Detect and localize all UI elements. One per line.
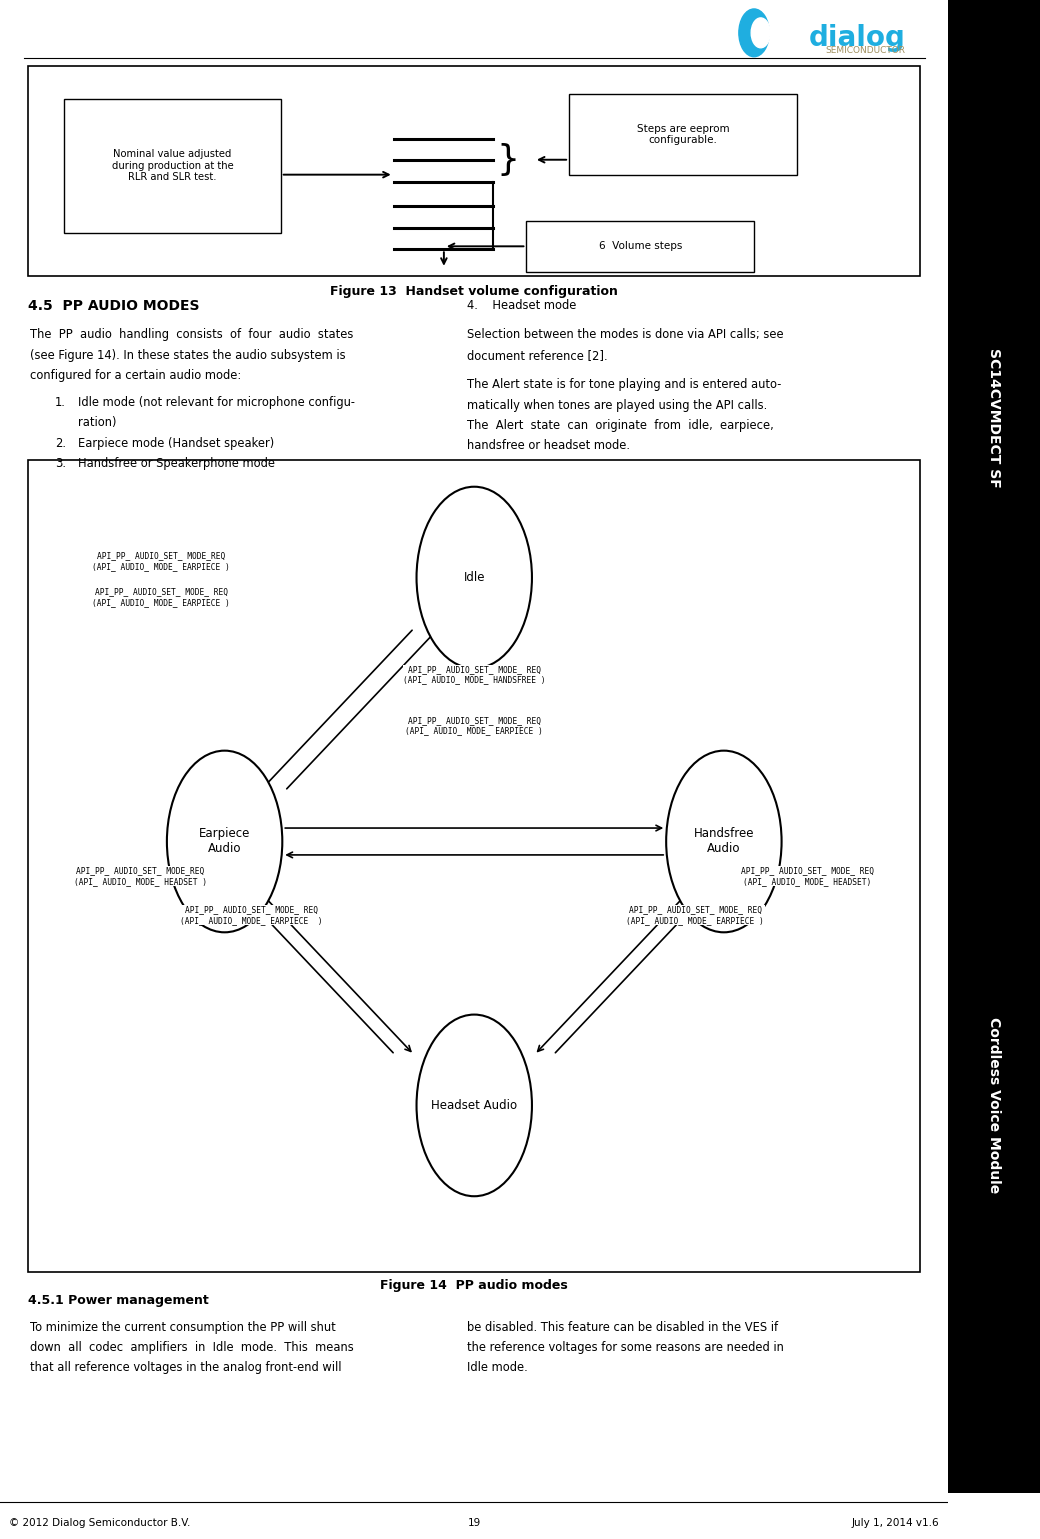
Text: down  all  codec  amplifiers  in  Idle  mode.  This  means: down all codec amplifiers in Idle mode. …: [30, 1342, 354, 1354]
Text: 4.5  PP AUDIO MODES: 4.5 PP AUDIO MODES: [28, 299, 200, 312]
Text: API_PP_ AUDIO_SET_ MODE_ REQ
(API_ AUDIO_ MODE_ EARPIECE ): API_PP_ AUDIO_SET_ MODE_ REQ (API_ AUDIO…: [406, 716, 543, 736]
Text: © 2012 Dialog Semiconductor B.V.: © 2012 Dialog Semiconductor B.V.: [9, 1517, 191, 1528]
Text: API_PP_ AUDIO_SET_ MODE_REQ
(API_ AUDIO_ MODE_ EARPIECE ): API_PP_ AUDIO_SET_ MODE_REQ (API_ AUDIO_…: [93, 551, 230, 571]
Text: Nominal value adjusted
during production at the
RLR and SLR test.: Nominal value adjusted during production…: [111, 149, 234, 182]
Text: 19: 19: [468, 1517, 480, 1528]
Text: SEMICONDUCTOR: SEMICONDUCTOR: [826, 46, 906, 55]
Text: 4.5.1 Power management: 4.5.1 Power management: [28, 1294, 209, 1307]
Text: Figure 14  PP audio modes: Figure 14 PP audio modes: [381, 1279, 568, 1293]
Text: Figure 13  Handset volume configuration: Figure 13 Handset volume configuration: [331, 285, 618, 299]
Text: 2.: 2.: [55, 437, 66, 449]
Text: dialog: dialog: [809, 25, 906, 52]
Text: }: }: [496, 143, 519, 177]
Text: Idle: Idle: [464, 571, 485, 583]
Text: 6  Volume steps: 6 Volume steps: [599, 242, 682, 251]
Text: The  Alert  state  can  originate  from  idle,  earpiece,: The Alert state can originate from idle,…: [467, 419, 774, 432]
Text: Earpiece
Audio: Earpiece Audio: [199, 828, 251, 856]
Circle shape: [417, 1014, 531, 1196]
Circle shape: [166, 751, 282, 933]
Text: Headset Audio: Headset Audio: [432, 1099, 517, 1111]
Text: Steps are eeprom
configurable.: Steps are eeprom configurable.: [636, 123, 729, 145]
Text: The Alert state is for tone playing and is entered auto-: The Alert state is for tone playing and …: [467, 379, 781, 391]
Text: the reference voltages for some reasons are needed in: the reference voltages for some reasons …: [467, 1342, 783, 1354]
Text: Cordless Voice Module: Cordless Voice Module: [987, 1017, 1002, 1193]
Text: API_PP_ AUDIO_SET_ MODE_ REQ
(API_ AUDIO_ MODE_ EARPIECE  ): API_PP_ AUDIO_SET_ MODE_ REQ (API_ AUDIO…: [180, 905, 322, 925]
Text: 4.    Headset mode: 4. Headset mode: [467, 299, 576, 311]
Text: July 1, 2014 v1.6: July 1, 2014 v1.6: [852, 1517, 939, 1528]
Text: SC14CVMDECT SF: SC14CVMDECT SF: [987, 348, 1002, 488]
Bar: [28, 66, 920, 275]
Text: ration): ration): [78, 417, 116, 429]
Circle shape: [667, 751, 782, 933]
Text: API_PP_ AUDIO_SET_ MODE_ REQ
(API_ AUDIO_ MODE_ EARPIECE ): API_PP_ AUDIO_SET_ MODE_ REQ (API_ AUDIO…: [626, 905, 764, 925]
Text: configured for a certain audio mode:: configured for a certain audio mode:: [30, 369, 241, 382]
Text: Handsfree
Audio: Handsfree Audio: [694, 828, 754, 856]
Bar: [64, 98, 281, 232]
Bar: [28, 460, 920, 1271]
Text: document reference [2].: document reference [2].: [467, 348, 607, 362]
Text: The  PP  audio  handling  consists  of  four  audio  states: The PP audio handling consists of four a…: [30, 328, 354, 342]
Bar: [526, 222, 754, 272]
Text: 1.: 1.: [55, 397, 66, 409]
Text: Idle mode.: Idle mode.: [467, 1362, 527, 1374]
Text: Earpiece mode (Handset speaker): Earpiece mode (Handset speaker): [78, 437, 274, 449]
Text: To minimize the current consumption the PP will shut: To minimize the current consumption the …: [30, 1320, 336, 1334]
Text: that all reference voltages in the analog front-end will: that all reference voltages in the analo…: [30, 1362, 342, 1374]
Text: Selection between the modes is done via API calls; see: Selection between the modes is done via …: [467, 328, 783, 342]
Circle shape: [751, 18, 771, 48]
Circle shape: [417, 486, 531, 668]
Text: handsfree or headset mode.: handsfree or headset mode.: [467, 439, 629, 452]
Circle shape: [738, 9, 770, 57]
Text: API_PP_ AUDIO_SET_ MODE_REQ
(API_ AUDIO_ MODE_ HEADSET ): API_PP_ AUDIO_SET_ MODE_REQ (API_ AUDIO_…: [74, 866, 207, 886]
Text: API_PP_ AUDIO_SET_ MODE_ REQ
(API_ AUDIO_ MODE_ HANDSFREE ): API_PP_ AUDIO_SET_ MODE_ REQ (API_ AUDIO…: [402, 665, 546, 685]
Text: matically when tones are played using the API calls.: matically when tones are played using th…: [467, 399, 766, 411]
Text: be disabled. This feature can be disabled in the VES if: be disabled. This feature can be disable…: [467, 1320, 778, 1334]
Text: API_PP_ AUDIO_SET_ MODE_ REQ
(API_ AUDIO_ MODE_ HEADSET): API_PP_ AUDIO_SET_ MODE_ REQ (API_ AUDIO…: [740, 866, 874, 886]
Text: Handsfree or Speakerphone mode: Handsfree or Speakerphone mode: [78, 457, 275, 469]
Text: Idle mode (not relevant for microphone configu-: Idle mode (not relevant for microphone c…: [78, 397, 355, 409]
Text: API_PP_ AUDIO_SET_ MODE_ REQ
(API_ AUDIO_ MODE_ EARPIECE ): API_PP_ AUDIO_SET_ MODE_ REQ (API_ AUDIO…: [93, 588, 230, 606]
Text: (see Figure 14). In these states the audio subsystem is: (see Figure 14). In these states the aud…: [30, 348, 346, 362]
Bar: [569, 94, 797, 174]
Text: 3.: 3.: [55, 457, 66, 469]
